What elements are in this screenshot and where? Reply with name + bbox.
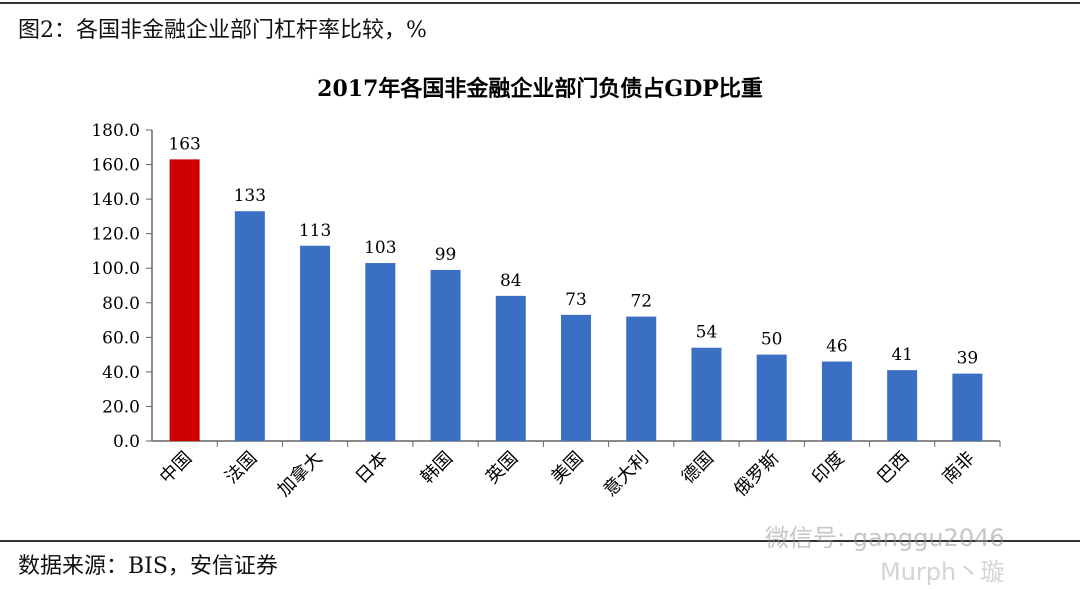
y-tick-label: 0.0 [113, 432, 140, 452]
data-label: 163 [168, 134, 200, 154]
figure-title: 图2：各国非金融企业部门杠杆率比较，% [18, 18, 427, 43]
bar [561, 314, 591, 441]
x-tick-label: 法国 [221, 448, 261, 488]
data-label: 39 [957, 349, 979, 369]
top-rule [0, 2, 1080, 4]
bar [234, 211, 265, 441]
bar [300, 245, 331, 441]
x-tick-label: 日本 [352, 448, 392, 488]
x-tick-label: 意大利 [600, 448, 653, 501]
data-label: 72 [630, 292, 652, 312]
y-tick-label: 60.0 [102, 328, 140, 348]
bar [365, 263, 396, 441]
x-tick-label: 英国 [482, 448, 522, 488]
x-tick-label: 德国 [678, 448, 718, 488]
bar-chart: 2017年各国非金融企业部门负债占GDP比重 0.0 20.0 40.0 60.0 80… [91, 76, 1001, 501]
x-tick-label: 中国 [156, 448, 196, 488]
x-tick-label: 韩国 [417, 448, 457, 488]
y-tick-label: 80.0 [102, 294, 140, 314]
y-tick-label: 180.0 [91, 121, 140, 141]
bar [430, 269, 461, 441]
x-tick-label: 加拿大 [273, 447, 327, 501]
y-tick-label: 20.0 [102, 397, 140, 417]
y-tick-label: 100.0 [91, 259, 140, 279]
bar [821, 361, 852, 441]
data-label: 41 [891, 345, 913, 365]
y-tick-label: 120.0 [91, 225, 140, 245]
data-label: 50 [761, 330, 783, 350]
data-label: 84 [500, 271, 522, 291]
data-label: 103 [364, 238, 396, 258]
data-label: 46 [826, 337, 848, 357]
data-label: 133 [234, 186, 266, 206]
x-tick-label: 南非 [939, 448, 979, 488]
bar [887, 370, 918, 441]
data-label: 73 [565, 290, 587, 310]
chart-title: 2017年各国非金融企业部门负债占GDP比重 [317, 76, 763, 102]
watermark-wechat: 微信号: ganggu2046 [765, 524, 1005, 552]
y-tick-label: 140.0 [91, 190, 140, 210]
bar [495, 295, 526, 441]
bar [756, 354, 787, 441]
bar [952, 373, 983, 441]
bar [691, 347, 722, 441]
x-tick-label: 印度 [808, 448, 848, 488]
y-tick-label: 160.0 [91, 156, 140, 176]
data-label: 113 [299, 221, 331, 241]
bar [169, 159, 200, 441]
bar [626, 316, 657, 441]
x-tick-label: 巴西 [873, 448, 913, 488]
watermark-weibo: Murph丶璇 [880, 558, 1005, 586]
x-tick-label: 俄罗斯 [730, 448, 783, 501]
bottom-rule [0, 540, 1080, 542]
data-label: 54 [696, 323, 718, 343]
source-note: 数据来源：BIS，安信证券 [18, 554, 278, 579]
data-label: 99 [435, 245, 457, 265]
x-tick-label: 美国 [547, 448, 587, 488]
y-tick-label: 40.0 [102, 363, 140, 383]
